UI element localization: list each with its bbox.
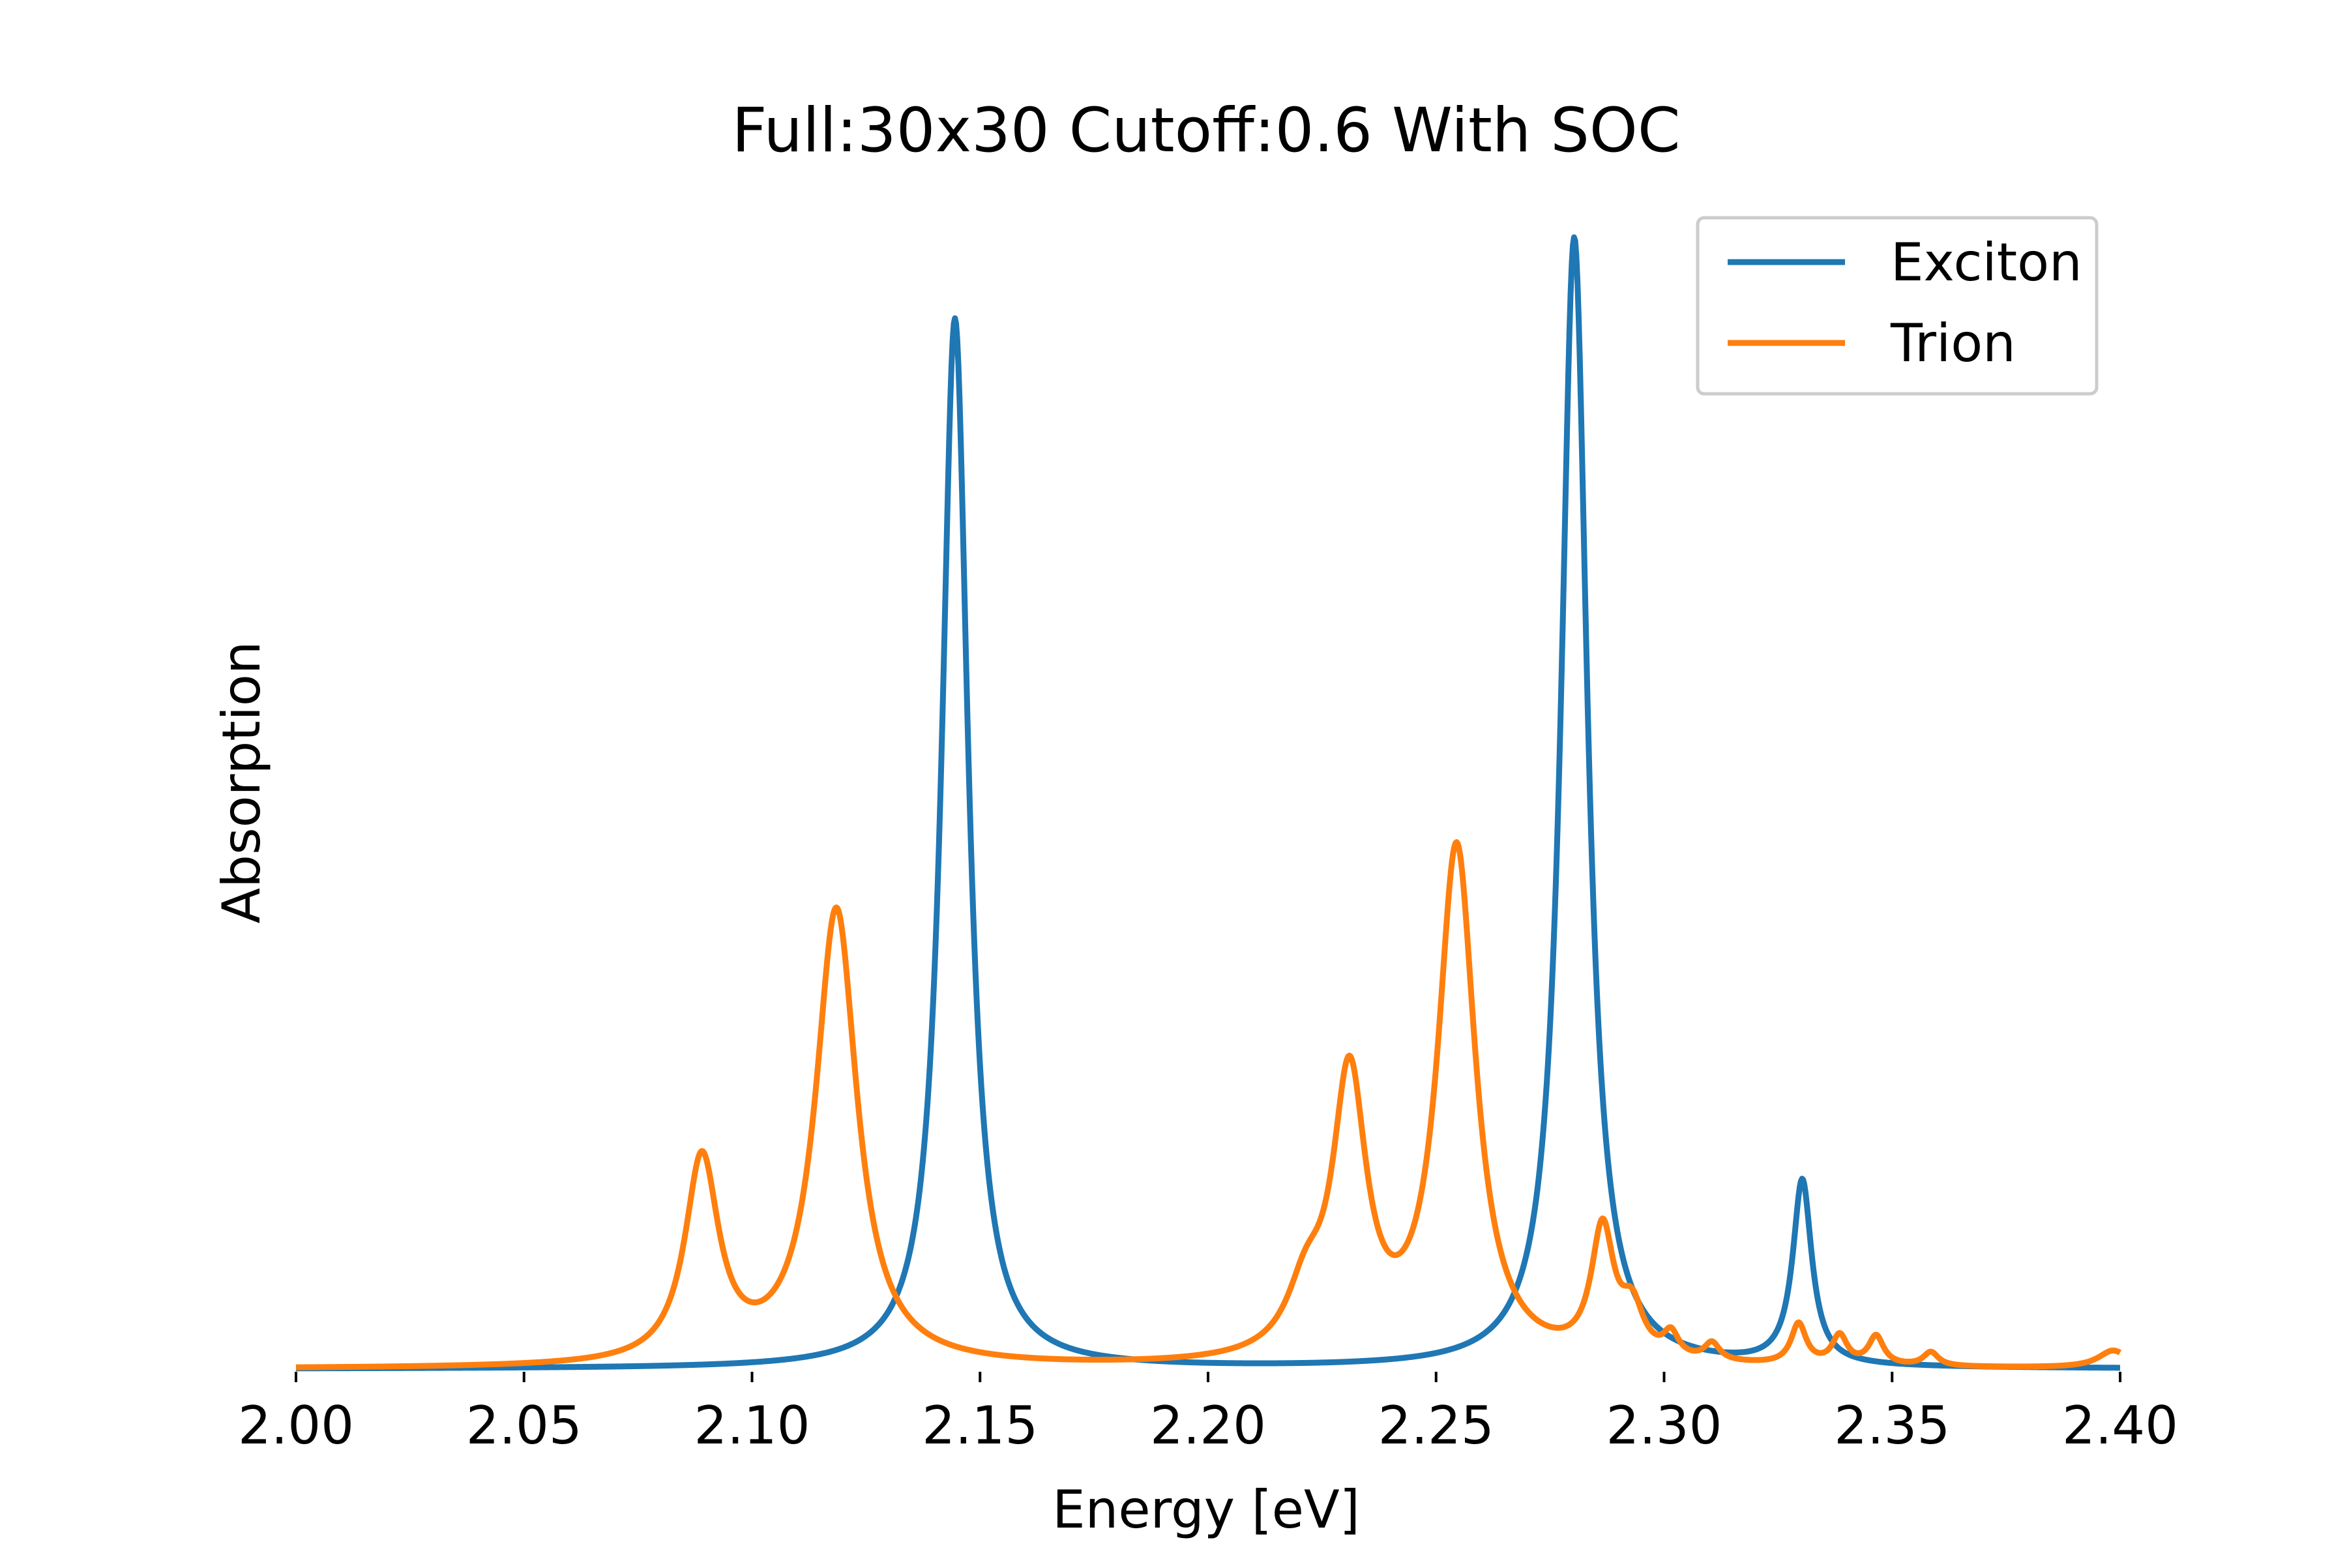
x-tick-label: 2.00 bbox=[238, 1395, 354, 1456]
x-tick-label: 2.40 bbox=[2062, 1395, 2178, 1456]
series-line-trion bbox=[294, 839, 2122, 1370]
legend: Exciton Trion bbox=[1696, 216, 2099, 396]
x-axis-label: Energy [eV] bbox=[1052, 1479, 1360, 1540]
series-layer bbox=[294, 234, 2122, 1372]
chart-title: Full:30x30 Cutoff:0.6 With SOC bbox=[731, 95, 1680, 166]
x-tick-label: 2.25 bbox=[1378, 1395, 1494, 1456]
legend-label-exciton: Exciton bbox=[1891, 232, 2082, 293]
x-tick-label: 2.35 bbox=[1834, 1395, 1950, 1456]
series-line-exciton bbox=[294, 234, 2122, 1372]
x-tick-label: 2.30 bbox=[1606, 1395, 1722, 1456]
x-tick-label: 2.10 bbox=[694, 1395, 810, 1456]
x-axis-ticks: 2.00 2.05 2.10 2.15 2.20 2.25 2.30 2.35 2.40 bbox=[238, 1372, 2178, 1456]
x-tick-label: 2.05 bbox=[466, 1395, 582, 1456]
x-tick-label: 2.15 bbox=[922, 1395, 1038, 1456]
legend-label-trion: Trion bbox=[1890, 313, 2016, 374]
x-tick-label: 2.20 bbox=[1150, 1395, 1266, 1456]
y-axis-label: Absorption bbox=[211, 641, 272, 923]
